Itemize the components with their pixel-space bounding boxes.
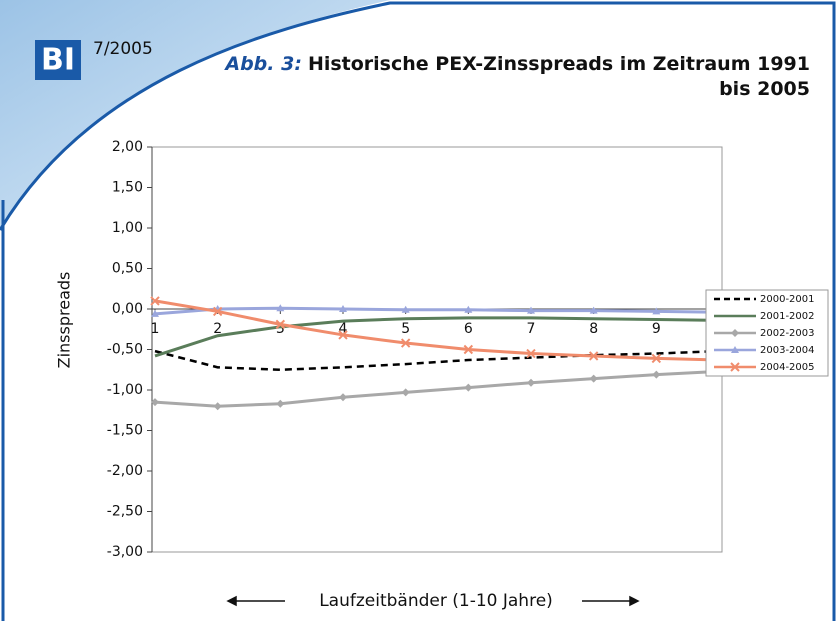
x-tick-label: 4 [339,321,348,337]
point [151,398,159,407]
y-axis-label: Zinsspreads [55,272,74,369]
x-tick-label: 1 [151,321,160,337]
legend-label: 2002-2003 [760,328,815,339]
series [150,296,724,365]
point [276,399,285,408]
series-line [154,306,720,316]
legend-marker [731,346,739,353]
series [154,349,720,372]
series-line [154,369,720,408]
point [651,353,662,364]
y-tick-label: -0,50 [107,342,143,358]
corner-swoosh [0,0,390,230]
point [526,348,536,359]
logo-box [35,40,81,80]
legend: 2000-2001 2001-2002 2002-2003 2003-2004 2004… [705,289,829,377]
series-line [154,316,720,358]
point [276,304,285,312]
legend-label: 2000-2001 [760,294,815,305]
arrows [226,595,640,607]
y-tick-label: -3,00 [107,544,143,560]
series-line [154,299,720,362]
point [464,305,473,313]
point [588,351,599,361]
point [400,338,411,348]
legend-label: 2004-2005 [760,362,815,373]
y-tick-label: 0,00 [112,301,143,317]
legend-label: 2003-2004 [760,345,815,356]
x-tick-label: 2 [213,321,222,337]
point [401,305,410,313]
plot-frame [151,146,723,553]
x-tick-label: 6 [464,321,473,337]
arrowhead [629,595,640,607]
point [589,306,598,314]
point [339,305,347,312]
point [589,374,598,383]
y-tick-label: 1,00 [112,220,143,236]
point [151,309,159,317]
point [338,330,348,340]
legend-marker [731,329,739,337]
point [212,306,223,317]
point [150,296,160,306]
x-tick-label: 5 [401,321,410,337]
chart-title: Abb. 3: Historische PEX-Zinsspreads im Ze… [222,52,810,102]
point [527,306,535,314]
logo: BI [41,43,75,78]
y-tick-label: -1,50 [107,423,143,439]
y-tick-label: 0,50 [112,261,143,277]
point [652,370,661,379]
point [213,402,222,411]
point [401,388,410,397]
series [154,316,720,358]
title-text: Historische PEX-Zinsspreads im Zeitraum … [307,53,810,100]
y-tick-label: -1,00 [107,382,143,398]
y-tick-label: -2,50 [107,504,143,520]
point [652,307,661,315]
legend-label: 2001-2002 [760,311,815,322]
y-tick-label: 2,00 [112,139,143,155]
x-tick-label: 9 [652,321,661,337]
x-tick-label: 8 [589,321,598,337]
arrowhead [226,595,237,607]
y-tick-label: 1,50 [112,180,143,196]
point [463,344,474,355]
point [339,393,347,402]
x-tick-label: 3 [276,321,285,337]
x-tick-label: 7 [527,321,536,337]
series [151,367,723,411]
series-line [154,349,720,372]
x-axis-label: Laufzeitbänder (1-10 Jahre) [319,591,553,611]
point [464,383,473,392]
issue: 7/2005 [93,39,153,59]
y-tick-label: -2,00 [107,463,143,479]
point [527,378,535,387]
point [275,319,286,330]
figure-label: Abb. 3: [225,53,302,75]
legend-marker [730,362,740,372]
